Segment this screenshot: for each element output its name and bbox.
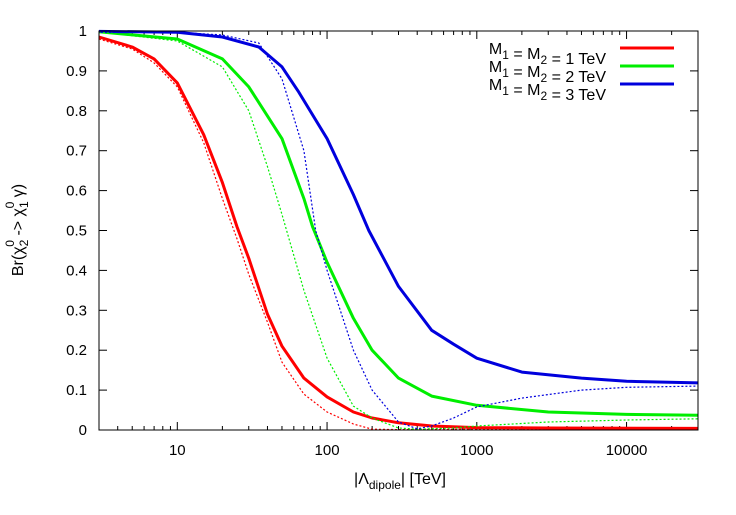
y-axis-label: Br(χ20 -> χ10 γ) (3, 184, 31, 276)
x-tick-label: 100 (315, 442, 340, 459)
x-axis-label: |Λdipole| [TeV] (354, 471, 446, 492)
x-tick-label: 1000 (460, 442, 493, 459)
series-group (98, 29, 699, 431)
y-tick-label: 0.8 (66, 103, 87, 120)
series-line-1 (98, 35, 699, 430)
y-tick-label: 0.6 (66, 183, 87, 200)
y-tick-label: 0.9 (66, 63, 87, 80)
x-tick-label: 10 (169, 442, 186, 459)
y-tick-label: 0.2 (66, 342, 87, 359)
legend-label: M1 = M2 = 2 TeV (489, 59, 606, 86)
legend-label: M1 = M2 = 3 TeV (489, 77, 606, 104)
series-line-5-dotted (98, 31, 699, 430)
y-tick-label: 0.7 (66, 143, 87, 160)
series-line-4-dotted (98, 38, 699, 431)
y-tick-label: 1 (79, 23, 87, 40)
y-tick-label: 0.4 (66, 262, 87, 279)
axes: 0 0.1 0.2 0.3 0.4 0.5 0.6 0.7 0.8 0.9 1 10 100 1000 10… (66, 23, 699, 459)
series-line-6-dotted (98, 30, 699, 430)
series-line-2 (98, 30, 699, 417)
y-tick-label: 0.3 (66, 302, 87, 319)
plot-frame (98, 30, 699, 431)
series-line-3 (98, 29, 699, 385)
x-tick-label: 10000 (606, 442, 648, 459)
legend-label: M1 = M2 = 1 TeV (489, 41, 606, 68)
y-tick-label: 0 (79, 422, 87, 439)
y-tick-label: 0.1 (66, 382, 87, 399)
y-tick-label: 0.5 (66, 223, 87, 240)
